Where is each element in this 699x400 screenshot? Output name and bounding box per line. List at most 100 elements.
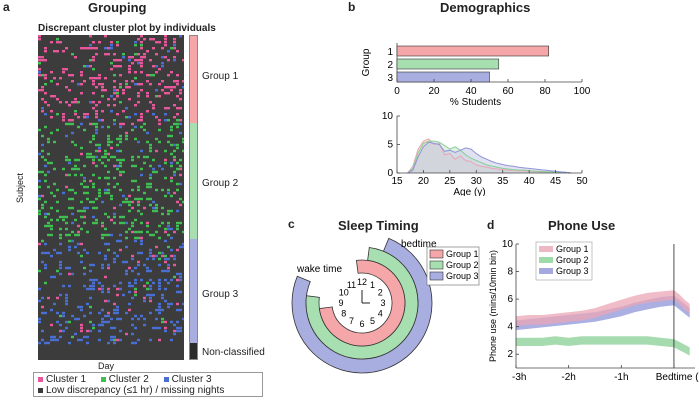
heatmap-cell (116, 239, 119, 243)
heatmap-cell (167, 50, 170, 53)
heatmap-cell (68, 272, 71, 276)
sleep-legend-label-3: Group 3 (446, 271, 479, 281)
heatmap-cell (137, 263, 140, 267)
heatmap-cell (104, 275, 107, 279)
heatmap-cell (113, 119, 116, 122)
heatmap-cell (98, 146, 101, 150)
heatmap-cell (95, 128, 98, 132)
heatmap-cell (71, 119, 74, 122)
heatmap-cell (113, 155, 116, 159)
heatmap-cell (149, 287, 152, 291)
heatmap-cell (56, 200, 59, 204)
cluster-3-label: Cluster 3 (171, 374, 212, 385)
heatmap-cell (173, 149, 176, 153)
heatmap-cell (107, 182, 110, 186)
heatmap-cell (89, 47, 92, 50)
bedtime-label: bedtime (401, 239, 437, 250)
heatmap-cell (98, 119, 101, 122)
heatmap-cell (110, 140, 113, 144)
heatmap-cell (134, 77, 137, 80)
heatmap-cell (86, 191, 89, 195)
heatmap-cell (47, 212, 50, 216)
heatmap-cell (71, 188, 74, 192)
heatmap-cell (86, 329, 89, 333)
heatmap-cell (77, 242, 80, 246)
heatmap-cell (116, 308, 119, 312)
heatmap-cell (44, 50, 47, 53)
heatmap-cell (149, 338, 152, 342)
heatmap-cell (107, 320, 110, 324)
heatmap-cell (176, 182, 179, 186)
heatmap-cell (134, 83, 137, 86)
heatmap-cell (53, 50, 56, 53)
heatmap-cell (53, 182, 56, 186)
heatmap-cell (107, 233, 110, 237)
heatmap-cell (101, 320, 104, 324)
heatmap-cell (140, 125, 143, 129)
heatmap-cell (119, 188, 122, 192)
heatmap-cell (146, 50, 149, 53)
heatmap-cell (107, 104, 110, 107)
heatmap-cell (131, 224, 134, 228)
heatmap-cell (125, 221, 128, 225)
heatmap-cell (77, 317, 80, 321)
heatmap-cell (176, 329, 179, 333)
heatmap-cell (59, 266, 62, 270)
heatmap-cell (173, 59, 176, 62)
low-discrepancy-swatch (38, 387, 43, 393)
heatmap-cell (80, 242, 83, 246)
heatmap-cell (56, 38, 59, 41)
heatmap-group-3 (38, 239, 184, 345)
heatmap-cell (86, 47, 89, 50)
heatmap-cell (47, 221, 50, 225)
heatmap-cell (176, 302, 179, 306)
heatmap-cell (101, 155, 104, 159)
heatmap-cell (50, 338, 53, 342)
heatmap-cell (83, 80, 86, 83)
heatmap-cell (41, 251, 44, 255)
group-bar-nonclassified (190, 342, 197, 359)
phone-x-tick-label: -2h (561, 372, 575, 383)
heatmap-cell (41, 311, 44, 315)
heatmap-cell (134, 218, 137, 222)
cluster-3-swatch (163, 376, 169, 382)
heatmap-cell (41, 296, 44, 300)
heatmap-cell (104, 47, 107, 50)
heatmap-cell (59, 233, 62, 237)
heatmap-cell (107, 191, 110, 195)
heatmap-cell (38, 62, 41, 65)
heatmap-cell (59, 323, 62, 327)
heatmap-cell (164, 35, 167, 38)
heatmap-cell (95, 155, 98, 159)
heatmap-cell (41, 74, 44, 77)
heatmap-cell (179, 308, 182, 312)
heatmap-cell (53, 167, 56, 171)
heatmap-cell (179, 122, 182, 126)
heatmap-cell (131, 158, 134, 162)
heatmap-cell (152, 104, 155, 107)
heatmap-cell (164, 230, 167, 234)
heatmap-cell (146, 110, 149, 113)
phone-legend-label-2: Group 2 (556, 255, 589, 265)
heatmap-cell (107, 287, 110, 291)
heatmap-cell (47, 224, 50, 228)
heatmap-cell (56, 209, 59, 213)
heatmap-cell (119, 338, 122, 342)
heatmap-cell (173, 122, 176, 126)
heatmap-cell (104, 188, 107, 192)
heatmap-cell (71, 53, 74, 56)
heatmap-cell (113, 59, 116, 62)
heatmap-cell (122, 221, 125, 225)
heatmap-cell (62, 311, 65, 315)
heatmap-cell (74, 158, 77, 162)
heatmap-cell (38, 152, 41, 156)
heatmap-cell (182, 86, 184, 89)
heatmap-cell (167, 221, 170, 225)
heatmap-cell (146, 95, 149, 98)
heatmap-cell (53, 248, 56, 252)
heatmap-cell (125, 80, 128, 83)
heatmap-cell (65, 155, 68, 159)
heatmap-cell (173, 191, 176, 195)
heatmap-cell (83, 164, 86, 168)
heatmap-cell (104, 35, 107, 38)
